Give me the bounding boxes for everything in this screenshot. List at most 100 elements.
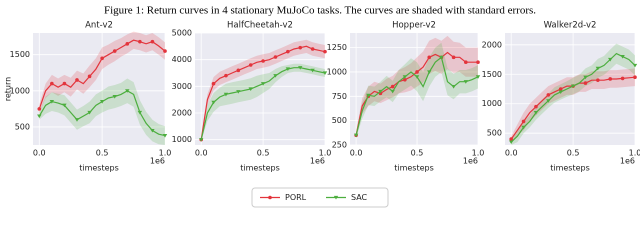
marker: [37, 107, 42, 111]
marker: [268, 195, 272, 200]
marker: [521, 125, 526, 130]
y-tick-label: 1000: [10, 86, 30, 95]
y-tick-label: 1000: [172, 135, 192, 144]
marker: [534, 104, 538, 109]
marker: [162, 134, 168, 138]
marker: [224, 73, 228, 78]
marker: [333, 195, 339, 200]
marker: [583, 81, 588, 85]
marker: [533, 110, 539, 115]
error-band: [39, 31, 165, 114]
marker: [137, 110, 143, 115]
x-offset-label: 1e6: [463, 157, 478, 166]
marker: [596, 78, 600, 82]
marker: [451, 55, 456, 60]
plot-area: [33, 33, 165, 145]
marker: [112, 94, 117, 99]
marker: [100, 56, 104, 61]
error-band: [511, 68, 635, 143]
marker: [211, 81, 216, 86]
marker: [475, 75, 481, 79]
caption: Figure 1: Return curves in 4 stationary …: [104, 5, 536, 17]
marker: [546, 93, 551, 97]
marker: [49, 100, 55, 104]
x-tick-label: 0.0: [33, 149, 46, 158]
marker: [74, 118, 80, 122]
error-band: [356, 42, 478, 139]
x-axis-label: timesteps: [550, 164, 590, 173]
marker: [310, 68, 315, 73]
x-offset-label: 1e6: [310, 157, 325, 166]
marker: [163, 49, 167, 53]
marker: [608, 57, 613, 62]
x-tick-label: 0.5: [411, 149, 424, 158]
figure: Figure 1: Return curves in 4 stationary …: [4, 5, 640, 208]
x-offset-label: 1e6: [150, 157, 165, 166]
marker: [223, 92, 229, 97]
x-tick-label: 1.0: [159, 149, 172, 158]
marker: [595, 66, 601, 71]
marker: [451, 84, 456, 89]
x-axis-label: timesteps: [394, 164, 434, 173]
marker: [415, 70, 419, 74]
error-band: [356, 35, 478, 139]
marker: [427, 70, 432, 74]
error-band: [511, 43, 635, 145]
marker: [125, 42, 130, 46]
marker: [633, 75, 637, 80]
marker: [464, 60, 468, 65]
y-tick-label: 250: [332, 141, 347, 150]
y-tick-label: 2000: [172, 109, 192, 118]
marker: [112, 49, 117, 53]
marker: [427, 55, 432, 60]
y-tick-label: 1500: [482, 70, 502, 79]
marker: [402, 75, 408, 79]
marker: [298, 66, 303, 70]
marker: [323, 49, 327, 54]
marker: [439, 55, 444, 60]
y-tick-label: 1000: [482, 99, 502, 108]
marker: [87, 110, 92, 115]
marker: [558, 87, 563, 91]
marker: [285, 67, 291, 71]
legend: [251, 187, 389, 208]
marker: [390, 89, 395, 94]
marker: [260, 82, 266, 86]
y-tick-label: 5000: [172, 29, 192, 38]
marker: [414, 75, 420, 79]
marker: [211, 100, 216, 105]
marker: [99, 100, 105, 104]
marker: [125, 89, 130, 93]
marker: [509, 137, 513, 141]
chart-title: Hopper-v2: [392, 21, 436, 31]
marker: [62, 103, 67, 108]
marker: [476, 60, 480, 65]
marker: [632, 63, 638, 68]
marker: [62, 81, 67, 86]
marker: [508, 140, 514, 145]
marker: [138, 39, 142, 44]
y-tick-label: 500: [487, 129, 502, 138]
marker: [75, 78, 79, 82]
marker: [261, 59, 265, 63]
marker: [583, 75, 588, 80]
x-tick-label: 0.5: [96, 149, 109, 158]
y-tick-label: 3000: [172, 82, 192, 91]
y-tick-label: 500: [15, 122, 30, 131]
y-tick-label: 750: [332, 92, 347, 101]
x-axis-label: timesteps: [79, 164, 119, 173]
y-tick-label: 2000: [482, 40, 502, 49]
marker: [322, 71, 328, 75]
x-tick-label: 0.0: [350, 149, 363, 158]
marker: [248, 63, 253, 67]
marker: [37, 114, 42, 119]
y-tick-label: 4000: [172, 55, 192, 64]
marker: [390, 84, 395, 89]
marker: [50, 81, 54, 86]
chart-title: HalfCheetah-v2: [227, 21, 293, 31]
marker: [620, 76, 625, 81]
marker: [558, 90, 563, 94]
x-tick-label: 1.0: [629, 149, 640, 158]
x-tick-label: 0.0: [505, 149, 518, 158]
marker: [403, 77, 407, 82]
